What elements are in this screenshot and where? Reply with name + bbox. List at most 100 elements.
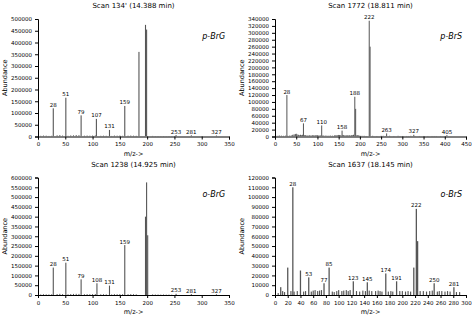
bar — [95, 135, 96, 136]
bar — [62, 135, 63, 136]
bar — [299, 135, 300, 136]
y-tick-label: 70000 — [252, 224, 270, 230]
x-tick: 200 — [398, 295, 409, 306]
peak-label: 28 — [50, 102, 57, 108]
y-tick-mark — [35, 226, 38, 227]
y-tick: 100000 — [11, 273, 38, 279]
y-tick: 50000 — [15, 282, 39, 288]
x-tick: 160 — [372, 295, 383, 306]
y-tick: 50000 — [15, 122, 39, 128]
bar — [100, 294, 101, 295]
plot-area — [40, 25, 217, 137]
bar — [342, 131, 343, 137]
x-tick: 250 — [170, 137, 181, 148]
noise-peaks — [278, 290, 461, 295]
bar — [434, 135, 435, 136]
bar — [354, 97, 355, 137]
bar — [406, 135, 407, 136]
x-tick-label: 280 — [449, 300, 460, 306]
x-tick-label: 240 — [423, 300, 434, 306]
x-tick-mark — [120, 137, 121, 140]
x-tick-label: 300 — [197, 141, 208, 147]
x-axis: 0204060801001201401601802002202402602803… — [274, 295, 472, 306]
bar — [40, 135, 41, 136]
y-tick-mark — [272, 137, 275, 138]
x-axis-line — [39, 296, 230, 299]
y-tick-label: 80000 — [252, 106, 270, 112]
bar — [303, 292, 304, 295]
bar — [338, 135, 339, 137]
bar — [321, 125, 322, 136]
bar — [106, 294, 107, 295]
x-tick: 150 — [334, 137, 345, 148]
noise-peaks — [40, 135, 172, 136]
bar — [316, 135, 317, 136]
y-tick-label: 100000 — [248, 99, 269, 105]
y-tick-label: 0 — [29, 292, 33, 298]
bar — [65, 98, 66, 137]
x-tick-label: 450 — [461, 141, 472, 147]
y-tick-mark — [35, 31, 38, 32]
bar — [308, 135, 309, 136]
bar — [317, 291, 318, 295]
bar — [300, 271, 301, 295]
bar — [355, 109, 356, 137]
y-tick-label: 10000 — [252, 282, 270, 288]
y-tick-mark — [35, 295, 38, 296]
bar — [350, 290, 351, 295]
y-tick: 160000 — [248, 78, 275, 84]
y-tick-mark — [272, 67, 275, 68]
bar — [124, 245, 125, 295]
x-tick-mark — [300, 295, 301, 298]
x-axis: 050100150200250300350400450 — [274, 137, 472, 148]
plot-area — [40, 182, 217, 295]
y-tick-label: 300000 — [11, 63, 32, 69]
x-tick-mark — [65, 295, 66, 298]
x-tick-mark — [202, 295, 203, 298]
peak-label: 250 — [429, 277, 440, 283]
y-tick-mark — [35, 256, 38, 257]
x-tick-label: 350 — [224, 141, 235, 147]
bar — [342, 135, 343, 137]
bar — [417, 241, 418, 295]
bar — [133, 294, 134, 295]
bar — [92, 135, 93, 136]
annotation: p-BrG — [201, 32, 225, 41]
bar — [345, 135, 346, 136]
panel: 0501001502002503003504004500200004000060… — [238, 2, 472, 158]
bar — [366, 135, 367, 136]
x-tick-mark — [147, 137, 148, 140]
bar — [160, 294, 161, 295]
peak-label: 191 — [391, 275, 402, 281]
y-tick-label: 250000 — [11, 75, 32, 81]
bar — [302, 135, 303, 137]
y-tick-mark — [272, 40, 275, 41]
bar — [76, 135, 77, 136]
y-tick: 20000 — [252, 273, 276, 279]
y-tick-label: 50000 — [15, 122, 33, 128]
x-tick: 140 — [359, 295, 370, 306]
bar — [323, 283, 324, 295]
bar — [76, 294, 77, 295]
bar — [146, 182, 147, 295]
y-tick-mark — [272, 47, 275, 48]
bar — [346, 135, 347, 136]
y-tick-mark — [35, 187, 38, 188]
bar — [43, 135, 44, 136]
peak-label: 188 — [350, 90, 361, 96]
bar — [119, 294, 120, 295]
x-axis-title: m/z-> — [361, 308, 381, 316]
y-tick: 450000 — [11, 204, 38, 210]
bar — [423, 291, 424, 295]
bar — [73, 294, 74, 295]
y-tick: 200000 — [11, 253, 38, 259]
bar — [398, 135, 399, 136]
bar — [117, 135, 118, 136]
bar — [386, 133, 387, 136]
y-tick: 0 — [29, 292, 39, 298]
x-tick-label: 50 — [62, 300, 69, 306]
bar — [59, 294, 60, 295]
x-tick: 180 — [385, 295, 396, 306]
bar — [136, 294, 137, 295]
bar — [314, 135, 315, 136]
